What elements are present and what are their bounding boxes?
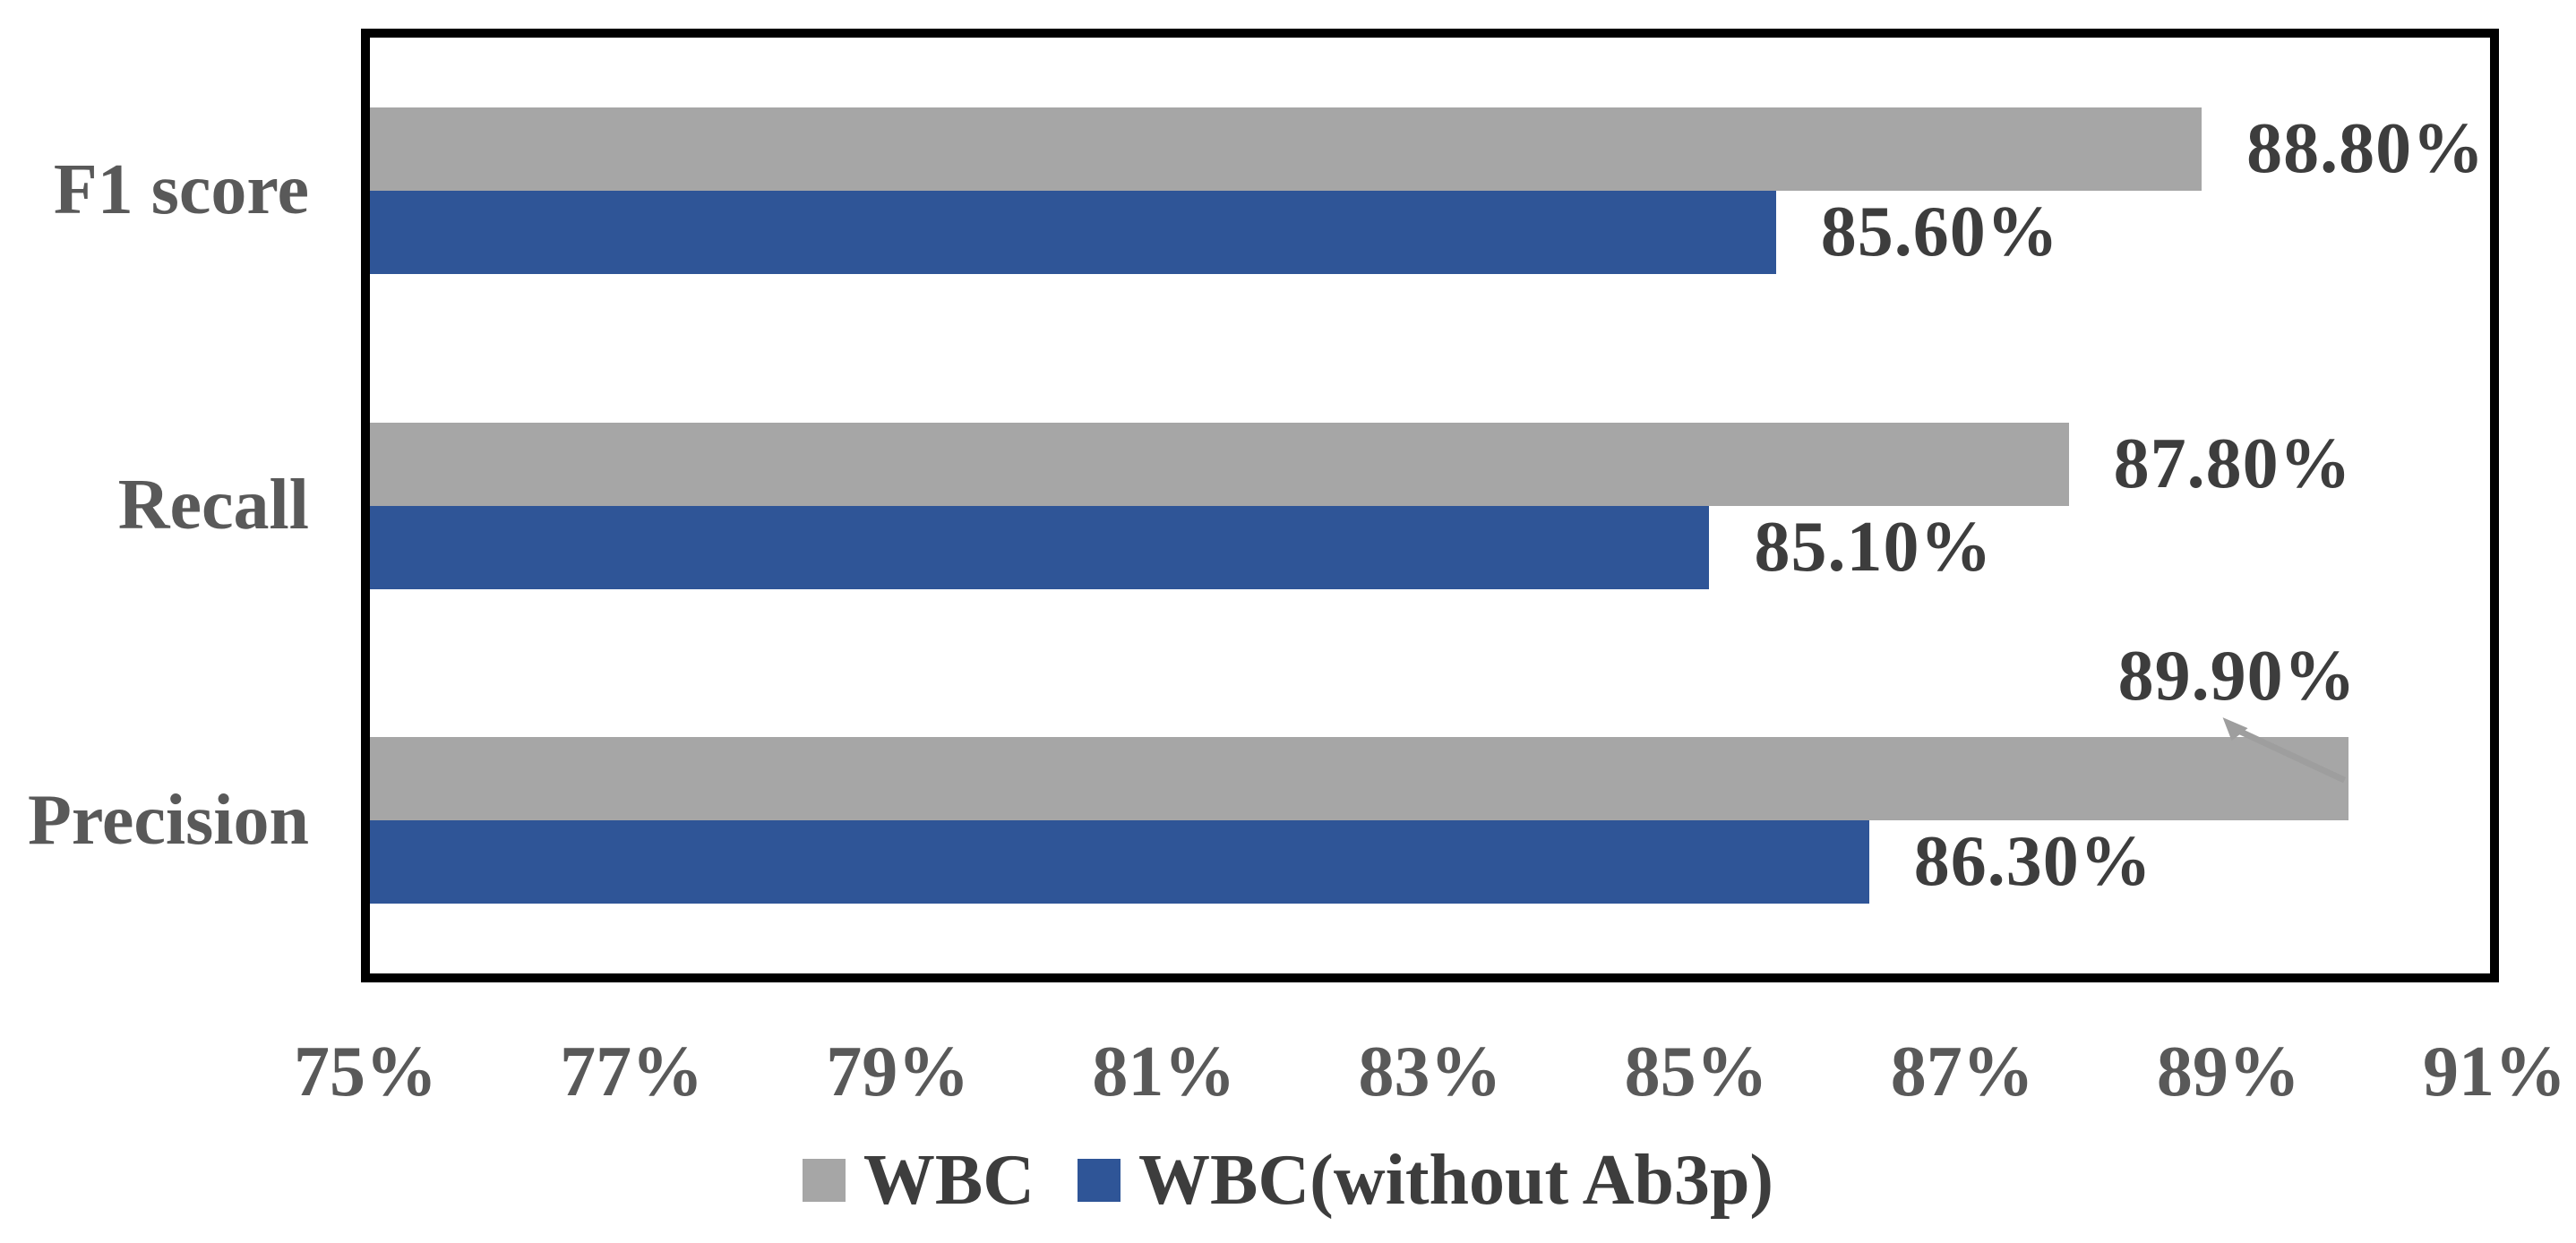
value-label-wbc-without-ab3p-precision: 86.30% <box>1913 822 2152 902</box>
category-label-recall: Recall <box>117 466 309 544</box>
x-axis-label-85: 85% <box>1624 1032 1768 1111</box>
legend: WBC WBC(without Ab3p) <box>0 1138 2576 1222</box>
category-label-precision: Precision <box>27 780 309 860</box>
legend-label-wbc-without-ab3p: WBC(without Ab3p) <box>1138 1140 1774 1220</box>
bar-wbc-recall <box>370 422 2069 506</box>
x-axis-label-77: 77% <box>560 1032 704 1111</box>
x-axis-label-81: 81% <box>1092 1032 1236 1111</box>
legend-item-wbc-without-ab3p: WBC(without Ab3p) <box>1078 1140 1773 1222</box>
bar-wbc-precision <box>370 737 2348 821</box>
bar-wbc-without-ab3p-recall <box>370 505 1710 589</box>
bar-wbc-f1-score <box>370 107 2202 191</box>
plot-area-border <box>361 29 2499 982</box>
x-axis-label-83: 83% <box>1358 1032 1502 1111</box>
value-label-wbc-without-ab3p-recall: 85.10% <box>1754 507 1993 587</box>
x-axis-label-89: 89% <box>2156 1032 2300 1111</box>
value-label-wbc-recall: 87.80% <box>2113 424 2352 503</box>
value-label-wbc-without-ab3p-f1-score: 85.60% <box>1820 192 2059 271</box>
legend-swatch-wbc-without-ab3p-icon <box>1078 1159 1121 1202</box>
legend-swatch-wbc-icon <box>802 1159 846 1202</box>
category-label-f1-score: F1 score <box>53 150 309 230</box>
x-axis-label-91: 91% <box>2423 1032 2566 1111</box>
legend-item-wbc: WBC <box>802 1140 1035 1222</box>
legend-label-wbc: WBC <box>863 1140 1035 1220</box>
x-axis-label-79: 79% <box>826 1032 970 1111</box>
bar-wbc-without-ab3p-f1-score <box>370 190 1776 274</box>
value-label-wbc-precision: 89.90% <box>2117 636 2357 716</box>
x-axis-label-75: 75% <box>294 1032 437 1111</box>
value-label-wbc-f1-score: 88.80% <box>2246 108 2486 188</box>
bar-wbc-without-ab3p-precision <box>370 820 1869 904</box>
x-axis-label-87: 87% <box>1890 1032 2034 1111</box>
